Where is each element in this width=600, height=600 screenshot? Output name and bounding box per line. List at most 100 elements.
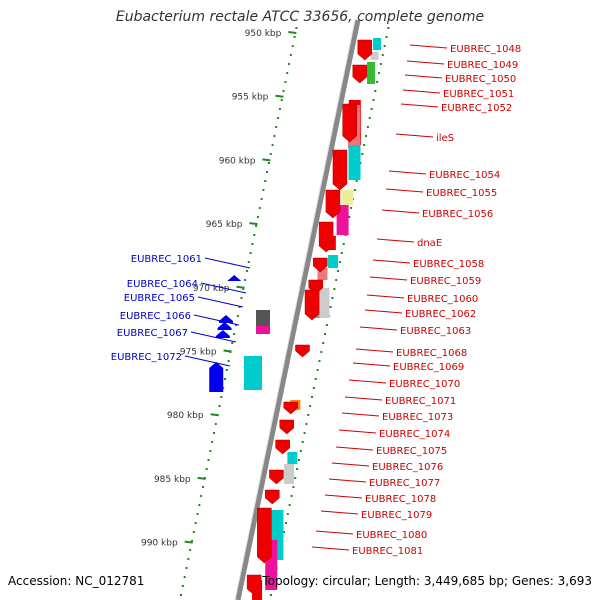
leader-forward — [324, 494, 363, 499]
gene-label-forward: EUBREC_1079 — [361, 510, 432, 521]
dot-left — [244, 279, 247, 281]
dot-right — [283, 531, 286, 533]
gene-arrow-reverse — [217, 322, 232, 330]
dot-right — [363, 144, 366, 146]
dot-left — [249, 252, 252, 254]
leader-reverse — [184, 355, 231, 367]
gene-label-forward: EUBREC_1073 — [382, 412, 453, 423]
dot-right — [331, 297, 334, 299]
gene-block — [367, 62, 376, 84]
tick-label: 950 kbp — [245, 29, 282, 39]
gene-block — [341, 190, 354, 205]
dot-left — [194, 522, 197, 524]
dot-left — [185, 567, 188, 569]
tick-label: 985 kbp — [154, 475, 191, 485]
map-title: Eubacterium rectale ATCC 33656, complete… — [115, 9, 485, 25]
leader-reverse — [193, 314, 240, 326]
gene-features — [209, 38, 382, 600]
dot-right — [301, 441, 304, 443]
dot-left — [183, 576, 186, 578]
dot-left — [295, 27, 298, 29]
dot-left — [258, 207, 261, 209]
leader-forward — [395, 133, 434, 138]
gene-block — [284, 464, 295, 484]
dot-right — [329, 306, 332, 308]
dot-left — [255, 225, 258, 227]
dot-right — [350, 207, 353, 209]
dot-right — [365, 135, 367, 137]
gene-arrow-forward — [246, 574, 262, 596]
gene-arrow-forward — [269, 469, 284, 485]
dot-left — [262, 189, 265, 191]
gene-arrow-reverse — [215, 330, 230, 338]
dot-right — [353, 189, 356, 191]
leader-forward — [348, 379, 387, 384]
dot-left — [245, 270, 248, 272]
dot-right — [288, 504, 291, 506]
gene-label-forward: EUBREC_1062 — [405, 309, 476, 320]
gene-label-forward: EUBREC_1056 — [422, 209, 493, 220]
gene-block — [373, 38, 382, 50]
leader-forward — [315, 530, 354, 535]
gene-label-reverse: EUBREC_1067 — [117, 328, 188, 339]
gene-arrow-forward — [279, 419, 295, 435]
dot-right — [337, 270, 340, 272]
dot-left — [209, 450, 212, 452]
gene-arrow-forward — [265, 489, 280, 505]
dot-right — [294, 477, 297, 479]
gene-arrow-reverse — [227, 275, 242, 281]
gene-label-forward: EUBREC_1076 — [372, 462, 443, 473]
leader-forward — [369, 276, 408, 281]
dot-right — [286, 513, 289, 515]
leader-forward — [341, 412, 380, 417]
gene-label-forward: EUBREC_1078 — [365, 494, 436, 505]
dot-left — [289, 54, 292, 56]
dot-left — [284, 81, 287, 83]
dot-right — [372, 99, 375, 101]
tick-mark — [223, 349, 232, 353]
gene-label-forward: EUBREC_1058 — [413, 259, 484, 270]
backbone-highlight — [234, 19, 356, 600]
tick-label: 955 kbp — [232, 93, 269, 103]
dot-left — [240, 297, 243, 299]
dot-right — [348, 216, 351, 218]
dot-right — [309, 405, 312, 407]
gene-block-reverse — [244, 356, 262, 390]
dot-right — [333, 288, 336, 290]
dot-right — [361, 153, 364, 155]
dot-right — [378, 72, 381, 74]
dot-left — [275, 126, 278, 128]
dot-left — [225, 369, 228, 371]
leader-forward — [352, 362, 391, 367]
leader-reverse — [200, 282, 247, 294]
dot-left — [212, 432, 215, 434]
gene-arrow-forward — [332, 149, 348, 191]
dot-right — [324, 333, 327, 335]
tick-mark — [184, 540, 193, 544]
tick-mark — [197, 476, 206, 480]
dot-left — [211, 441, 214, 443]
gene-label-forward: EUBREC_1080 — [356, 530, 427, 541]
leader-reverse — [190, 331, 237, 343]
leader-forward — [372, 259, 411, 264]
gene-arrow-forward — [313, 257, 328, 273]
tick-label: 965 kbp — [206, 220, 243, 230]
dot-right — [374, 90, 377, 92]
gene-label-forward: EUBREC_1069 — [393, 362, 464, 373]
dot-right — [387, 27, 390, 29]
gene-block — [287, 452, 298, 464]
dot-right — [311, 396, 313, 398]
gene-block — [317, 268, 328, 280]
dot-left — [205, 468, 208, 470]
dot-left — [207, 459, 210, 461]
gene-label-forward: EUBREC_1051 — [443, 89, 514, 100]
dot-right — [338, 261, 341, 263]
gene-label-forward: EUBREC_1049 — [447, 60, 518, 71]
gene-label-forward: EUBREC_1075 — [376, 446, 447, 457]
dot-left — [191, 540, 194, 542]
gene-label-forward: EUBREC_1077 — [369, 478, 440, 489]
leader-forward — [404, 74, 443, 79]
dot-right — [305, 423, 308, 425]
dot-left — [200, 495, 203, 497]
